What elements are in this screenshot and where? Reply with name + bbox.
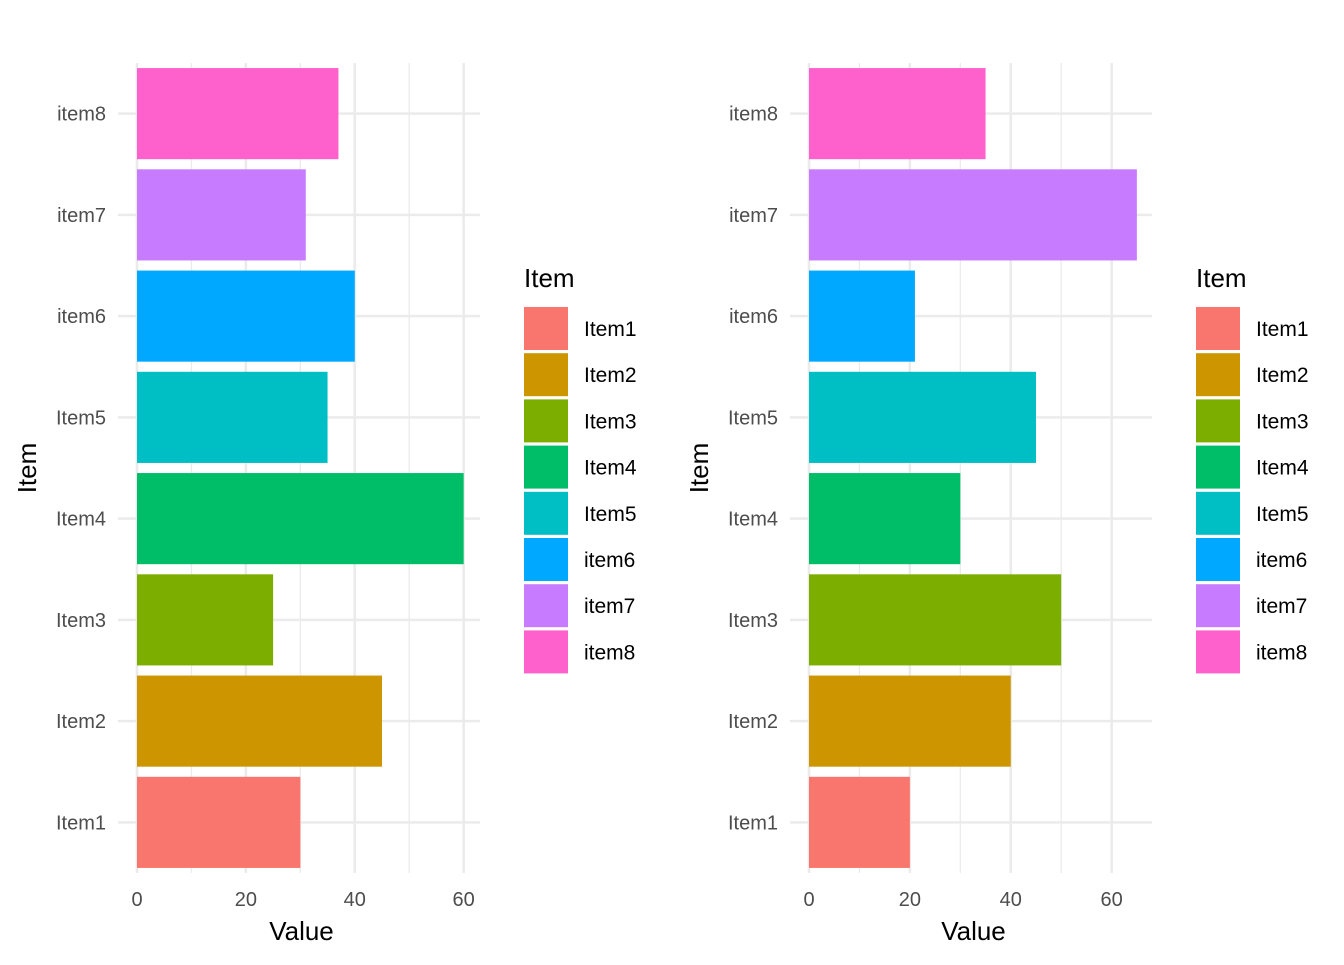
legend-label: item7 xyxy=(1256,595,1307,618)
bar-item7 xyxy=(809,169,1137,261)
y-tick-label: Item1 xyxy=(56,812,106,834)
x-tick-label: 40 xyxy=(344,889,366,911)
bar-item4 xyxy=(809,473,961,565)
y-tick-label: Item2 xyxy=(728,711,778,733)
legend-label: Item1 xyxy=(1256,318,1309,341)
bar-item8 xyxy=(137,68,339,160)
legend: Item Item1 Item2 Item3 Item4 Item5 item6 item7 i… xyxy=(1196,263,1309,674)
legend-label: Item5 xyxy=(1256,503,1309,526)
bar-item6 xyxy=(809,270,915,362)
bar-item5 xyxy=(809,371,1036,463)
bar-item2 xyxy=(137,675,382,767)
y-tick-label: Item5 xyxy=(728,407,778,429)
bar-item4 xyxy=(137,473,464,565)
y-tick-label: Item4 xyxy=(56,509,106,531)
legend: Item Item1 Item2 Item3 Item4 Item5 item6 item7 i… xyxy=(524,263,637,674)
x-tick-label: 40 xyxy=(1000,889,1022,911)
x-tick-label: 20 xyxy=(235,889,257,911)
bar-item8 xyxy=(809,68,986,160)
legend-key xyxy=(1196,630,1240,674)
legend-key xyxy=(524,399,568,443)
bar-item6 xyxy=(137,270,355,362)
bar-item2 xyxy=(809,675,1011,767)
legend-label: item8 xyxy=(584,641,635,664)
y-tick-label: Item1 xyxy=(728,812,778,834)
legend-label: item8 xyxy=(1256,641,1307,664)
y-tick-label: Item3 xyxy=(728,610,778,632)
legend-label: Item2 xyxy=(1256,364,1309,387)
bar-item3 xyxy=(809,574,1062,666)
legend-key xyxy=(524,307,568,350)
y-tick-label: item6 xyxy=(729,306,778,328)
x-tick-label: 0 xyxy=(803,889,814,911)
y-axis-title: Item xyxy=(684,443,714,494)
legend-label: Item3 xyxy=(1256,410,1309,433)
legend-label: Item2 xyxy=(584,364,637,387)
legend-title: Item xyxy=(524,263,575,293)
y-tick-label: Item2 xyxy=(56,711,106,733)
legend-label: Item3 xyxy=(584,410,637,433)
legend-label: Item1 xyxy=(584,318,637,341)
bar-item5 xyxy=(137,371,328,463)
chart-panel-2: Item1 Item2 Item3 Item4 Item5 item6 item7 item8… xyxy=(684,63,1309,946)
bar-item7 xyxy=(137,169,306,261)
legend-key xyxy=(524,445,568,489)
x-axis-title: Value xyxy=(269,916,334,946)
bar-item1 xyxy=(809,776,910,868)
legend-key xyxy=(1196,584,1240,628)
y-tick-label: Item3 xyxy=(56,610,106,632)
y-tick-label: item7 xyxy=(729,205,778,227)
x-tick-label: 20 xyxy=(899,889,921,911)
legend-label: Item4 xyxy=(1256,457,1309,480)
x-tick-label: 0 xyxy=(131,889,142,911)
legend-label: item7 xyxy=(584,595,635,618)
legend-label: Item4 xyxy=(584,457,637,480)
legend-key xyxy=(1196,307,1240,350)
legend-key xyxy=(524,491,568,535)
y-tick-label: Item4 xyxy=(728,509,778,531)
legend-label: item6 xyxy=(584,549,635,572)
y-tick-label: item8 xyxy=(729,104,778,126)
y-axis-title: Item xyxy=(12,443,42,494)
y-tick-label: item6 xyxy=(57,306,106,328)
legend-key xyxy=(1196,445,1240,489)
legend-key xyxy=(524,538,568,581)
y-tick-label: item7 xyxy=(57,205,106,227)
bar-item3 xyxy=(137,574,274,666)
x-tick-label: 60 xyxy=(453,889,475,911)
legend-label: item6 xyxy=(1256,549,1307,572)
legend-key xyxy=(1196,538,1240,581)
x-axis-title: Value xyxy=(941,916,1006,946)
chart-panel-1: Item1 Item2 Item3 Item4 Item5 item6 item7 item8… xyxy=(12,63,637,946)
legend-key xyxy=(524,584,568,628)
legend-key xyxy=(524,353,568,397)
legend-key xyxy=(1196,399,1240,443)
legend-key xyxy=(1196,491,1240,535)
y-tick-label: item8 xyxy=(57,104,106,126)
x-tick-label: 60 xyxy=(1101,889,1123,911)
legend-title: Item xyxy=(1196,263,1247,293)
legend-key xyxy=(1196,353,1240,397)
legend-key xyxy=(524,630,568,674)
legend-label: Item5 xyxy=(584,503,637,526)
bar-item1 xyxy=(137,776,301,868)
y-tick-label: Item5 xyxy=(56,407,106,429)
